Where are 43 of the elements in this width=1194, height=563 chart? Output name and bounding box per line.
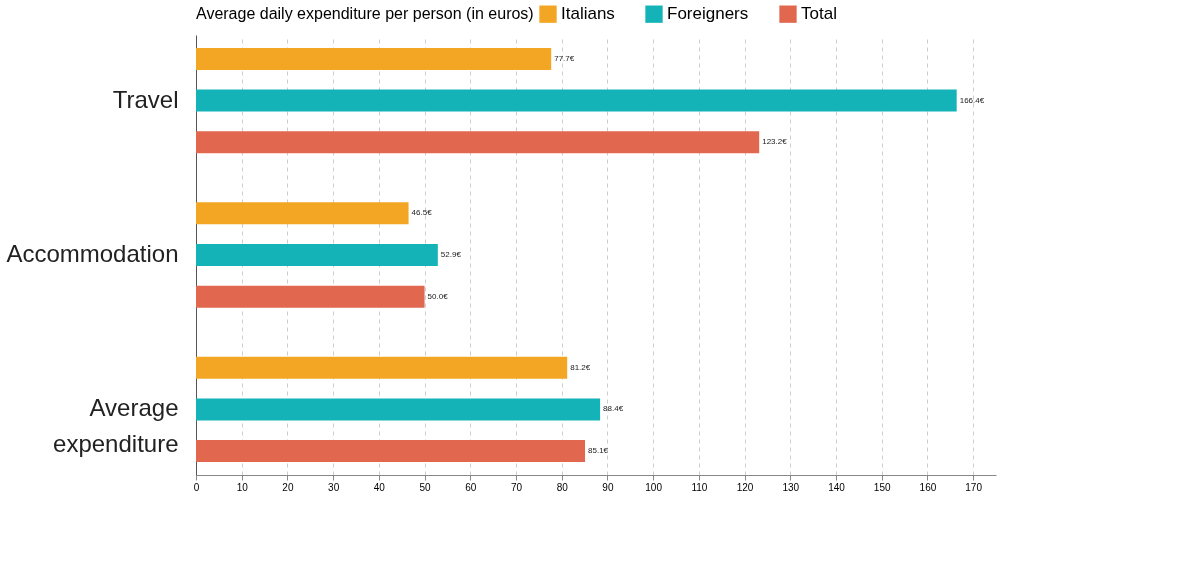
x-tick-label: 70 xyxy=(510,481,523,493)
data-label: 123.2€ xyxy=(762,137,788,147)
bar xyxy=(196,131,760,154)
bar xyxy=(196,89,957,112)
data-label: 85.1€ xyxy=(588,446,609,456)
data-label: 166.4€ xyxy=(959,95,985,105)
x-tick-label: 160 xyxy=(919,481,937,493)
data-label: 46.5€ xyxy=(411,208,433,218)
data-label: 50.0€ xyxy=(427,291,449,301)
x-tick-label: 40 xyxy=(373,481,386,493)
y-tick-label: Accommodation xyxy=(6,240,179,267)
legend-title: Average daily expenditure per person (in euros) xyxy=(196,5,534,22)
x-tick-label: 110 xyxy=(691,481,708,493)
bar xyxy=(196,285,425,308)
x-tick-label: 100 xyxy=(645,481,663,493)
legend-label: Italians xyxy=(561,4,615,24)
bar xyxy=(196,244,438,266)
x-tick-label: 80 xyxy=(556,481,569,493)
x-tick-label: 130 xyxy=(782,481,800,493)
x-tick-label: 140 xyxy=(828,481,846,493)
bar xyxy=(196,47,552,70)
x-tick-label: 60 xyxy=(465,481,477,493)
x-tick-label: 20 xyxy=(282,481,294,493)
x-tick-label: 50 xyxy=(419,481,432,493)
y-tick-label: Average expenditure xyxy=(53,394,179,458)
data-label: 52.9€ xyxy=(440,250,462,259)
legend-label: Foreigners xyxy=(667,4,749,24)
x-tick-label: 150 xyxy=(873,481,891,493)
x-tick-label: 120 xyxy=(736,481,754,493)
bar xyxy=(196,202,409,225)
bar xyxy=(196,440,586,463)
x-tick-label: 0 xyxy=(193,481,200,493)
legend-label: Total xyxy=(801,4,837,24)
x-tick-label: 10 xyxy=(236,481,249,493)
x-tick-label: 30 xyxy=(328,481,340,493)
data-label: 88.4€ xyxy=(603,404,624,414)
y-tick-label: Travel xyxy=(112,85,179,113)
data-label: 81.2€ xyxy=(570,362,591,372)
data-label: 77.7€ xyxy=(554,53,575,63)
x-tick-label: 170 xyxy=(965,481,983,493)
x-tick-label: 90 xyxy=(602,481,614,493)
bar xyxy=(196,356,568,379)
bar xyxy=(196,398,601,421)
